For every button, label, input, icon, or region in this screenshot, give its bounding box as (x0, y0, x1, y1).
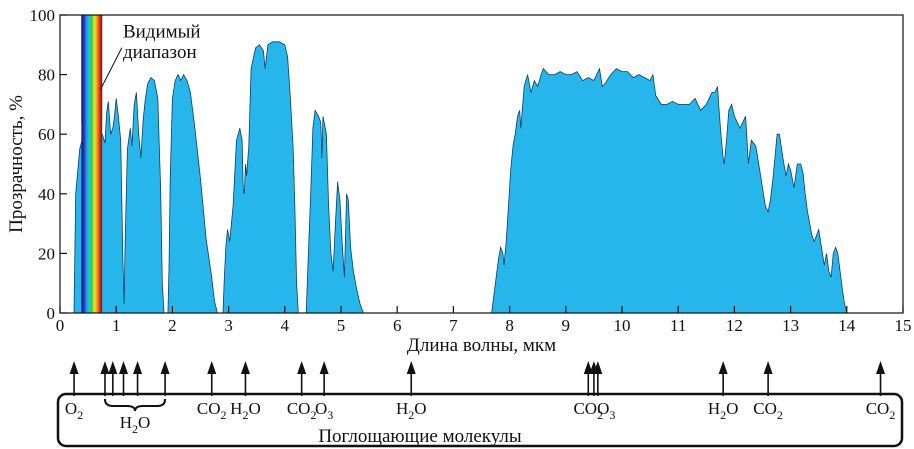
y-tick-label: 100 (30, 6, 56, 25)
x-tick-label: 9 (562, 316, 571, 335)
visible-spectrum-top (81, 15, 103, 123)
y-axis: 0 20 40 60 80 100 (30, 6, 67, 323)
molecule-arrow-head (240, 361, 250, 374)
molecule-arrow-head (718, 361, 728, 374)
x-tick-label: 11 (670, 316, 686, 335)
x-tick-label: 5 (337, 316, 346, 335)
molecule-arrow-head (763, 361, 773, 374)
x-tick-label: 3 (224, 316, 233, 335)
brace-label: H2O (120, 413, 151, 436)
molecule-arrow-head (297, 361, 307, 374)
molecule-label: CO2 (753, 399, 783, 422)
molecule-label: CO2 (197, 399, 227, 422)
visible-range-label-line1: Видимый (123, 21, 201, 42)
molecule-arrow-head (100, 361, 110, 374)
y-tick-label: 60 (38, 125, 55, 144)
x-tick-label: 13 (782, 316, 799, 335)
molecule-arrow-head (406, 361, 416, 374)
y-tick-label: 80 (38, 66, 55, 85)
x-tick-label: 12 (726, 316, 743, 335)
y-axis-title: Прозрачность, % (6, 95, 27, 233)
molecule-arrow-head (319, 361, 329, 374)
visible-range-label: Видимый диапазон (100, 21, 201, 90)
molecule-label: CO2 (866, 399, 896, 422)
x-tick-label: 2 (168, 316, 177, 335)
molecule-label: CO2 (573, 399, 603, 422)
molecule-arrow-head (160, 361, 170, 374)
x-tick-label: 8 (505, 316, 514, 335)
x-axis: 0 1 2 3 4 5 6 7 8 9 10 11 12 13 14 15 (56, 306, 912, 335)
molecules-box (56, 392, 904, 448)
x-tick-label: 10 (614, 316, 631, 335)
x-tick-label: 1 (112, 316, 121, 335)
plot-frame (59, 14, 904, 314)
h2o-brace (103, 398, 167, 412)
y-tick-label: 40 (38, 185, 55, 204)
molecule-label: O3 (597, 399, 615, 422)
molecule-arrow-head (876, 361, 886, 374)
molecule-label: H2O (708, 399, 739, 422)
molecule-label: H2O (230, 399, 261, 422)
x-tick-label: 7 (449, 316, 458, 335)
transmission-area-path (73, 41, 848, 314)
transmission-area (73, 41, 848, 314)
molecule-arrow-head (207, 361, 217, 374)
x-tick-label: 4 (281, 316, 290, 335)
x-tick-label: 6 (393, 316, 402, 335)
brace-h2o-label: H2O (120, 413, 151, 436)
molecule-arrow-head (108, 361, 118, 374)
x-tick-label: 0 (56, 316, 65, 335)
molecule-label: CO2 (287, 399, 317, 422)
molecule-label: H2O (396, 399, 427, 422)
x-tick-label: 15 (895, 316, 912, 335)
visible-range-label-line2: диапазон (123, 42, 197, 63)
molecule-arrow-head (593, 361, 603, 374)
molecule-arrow-head (119, 361, 129, 374)
y-tick-label: 20 (38, 244, 55, 263)
molecules-title: Поглощающие молекулы (318, 426, 522, 447)
molecule-arrows (69, 361, 886, 396)
molecule-label: O2 (65, 399, 83, 422)
molecule-arrow-head (69, 361, 79, 374)
x-tick-label: 14 (838, 316, 856, 335)
x-axis-title: Длина волны, мкм (407, 335, 556, 356)
visible-range-band (81, 15, 103, 313)
y-tick-label: 0 (47, 304, 56, 323)
molecule-arrow-head (133, 361, 143, 374)
molecule-label: O3 (315, 399, 333, 422)
visible-label-leader (100, 47, 123, 90)
